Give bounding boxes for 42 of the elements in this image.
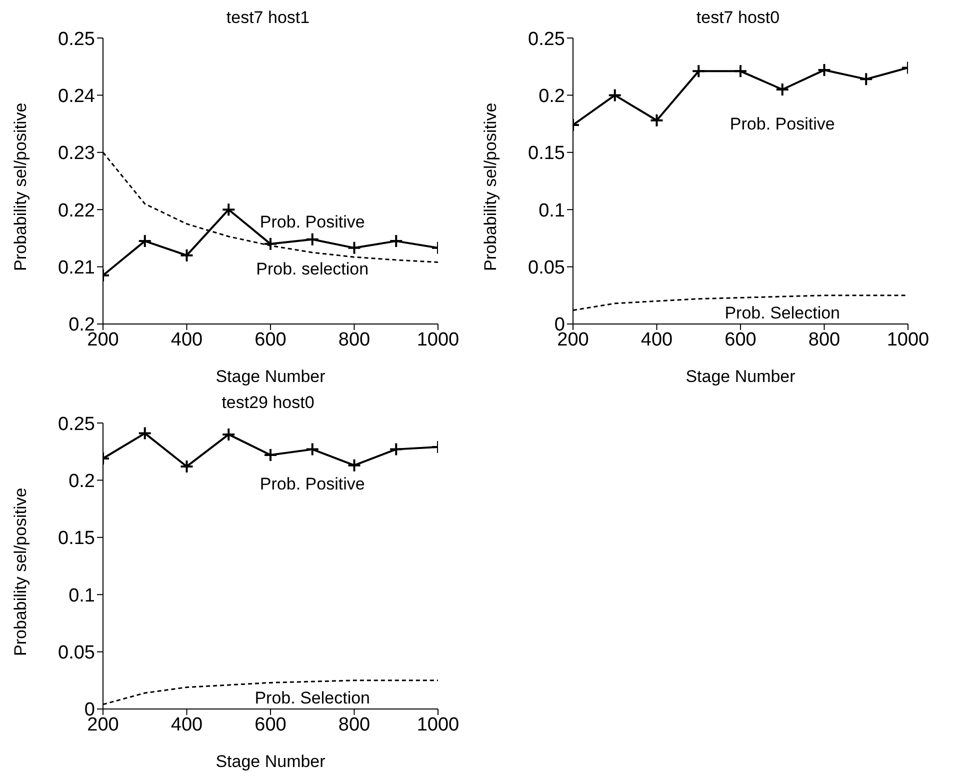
y-axis-title: Probability sel/positive: [11, 488, 30, 656]
x-tick-label: 800: [338, 714, 370, 736]
y-tick-label: 0.23: [58, 143, 95, 164]
x-tick-label: 1000: [416, 714, 460, 736]
y-axis-title: Probability sel/positive: [481, 102, 500, 271]
series-label: Prob. Positive: [730, 114, 835, 134]
x-axis-title: Stage Number: [216, 367, 326, 386]
chart-title: test29 host0: [220, 393, 316, 414]
x-axis-title: Stage Number: [686, 367, 796, 386]
y-tick-label: 0.2: [68, 470, 95, 492]
y-tick-label: 0.21: [58, 258, 95, 279]
y-tick-label: 0.05: [58, 642, 95, 664]
y-tick-label: 0.15: [528, 143, 565, 164]
x-tick-label: 600: [254, 714, 286, 736]
x-tick-label: 600: [724, 329, 756, 350]
y-tick-label: 0.22: [58, 200, 95, 222]
y-tick-label: 0.25: [58, 414, 95, 435]
x-tick-label: 1000: [416, 329, 460, 350]
y-tick-label: 0.15: [58, 528, 95, 550]
x-axis-title: Stage Number: [216, 752, 326, 771]
x-tick-label: 800: [338, 329, 370, 350]
y-tick-label: 0.1: [68, 585, 95, 606]
series-label: Prob. Selection: [254, 688, 370, 708]
series-label: Prob. Selection: [724, 304, 840, 323]
x-tick-label: 400: [170, 329, 203, 350]
series-label: Prob. Positive: [260, 212, 365, 232]
y-tick-label: 0.25: [528, 28, 565, 50]
y-tick-label: 0.25: [58, 28, 95, 50]
y-tick-label: 0.24: [58, 86, 96, 107]
y-axis-title: Probability sel/positive: [11, 102, 30, 271]
x-tick-label: 1000: [886, 329, 930, 350]
chart-title: test7 host0: [695, 8, 781, 29]
x-tick-label: 600: [254, 329, 286, 350]
chart-title: test7 host1: [225, 8, 311, 29]
y-tick-label: 0.05: [528, 258, 565, 279]
x-tick-label: 800: [808, 329, 840, 350]
x-tick-label: 400: [170, 714, 203, 736]
x-tick-label: 400: [640, 329, 673, 350]
y-tick-label: 0.1: [538, 200, 565, 222]
series-label: Prob. selection: [256, 260, 369, 278]
series-label: Prob. Positive: [260, 474, 365, 494]
y-tick-label: 0.2: [538, 86, 565, 107]
